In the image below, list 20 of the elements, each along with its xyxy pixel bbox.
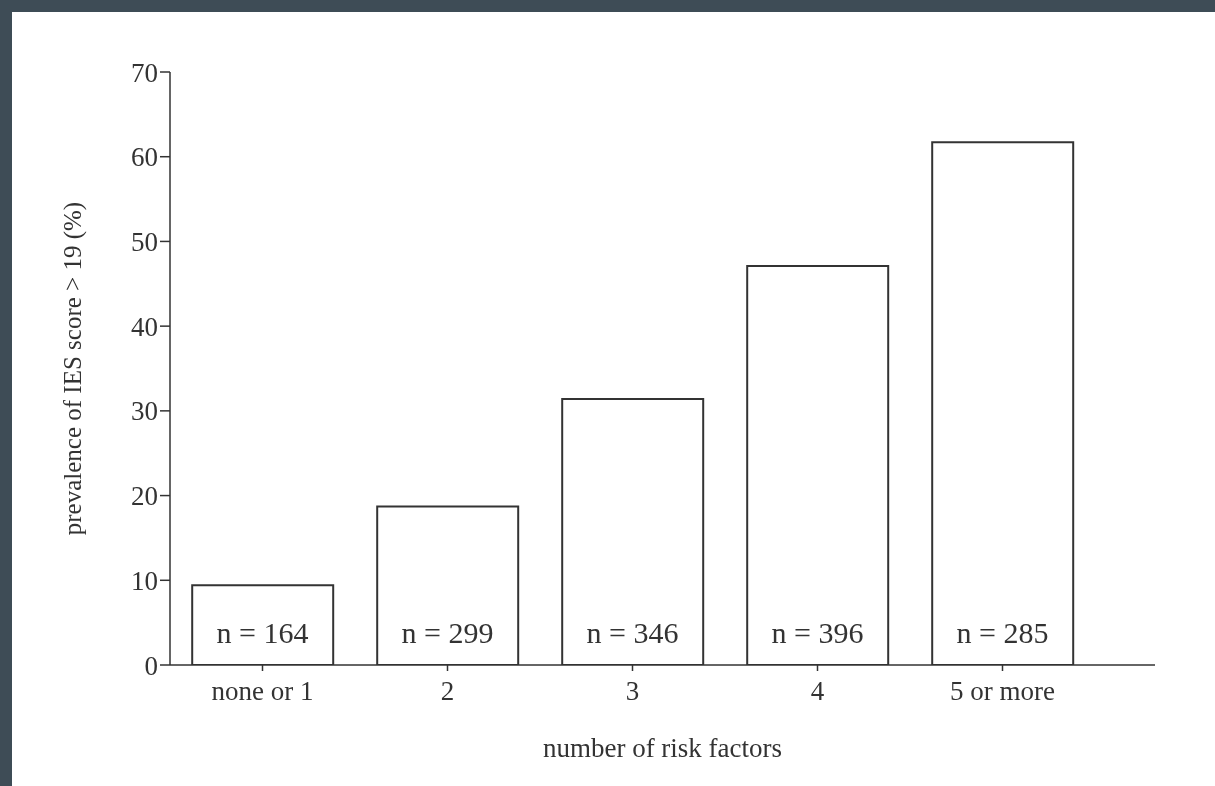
annotation: n = 396 bbox=[771, 616, 864, 649]
x-tick-label: 5 or more bbox=[950, 676, 1055, 707]
annotation: n = 299 bbox=[401, 616, 494, 649]
y-tick-label: 20 bbox=[131, 481, 158, 512]
y-tick-label: 10 bbox=[131, 565, 158, 596]
y-axis-title: prevalence of IES score > 19 (%) bbox=[58, 201, 87, 536]
x-tick-label: 4 bbox=[810, 676, 825, 707]
x-axis-title: number of risk factors bbox=[542, 733, 783, 763]
annotation: n = 285 bbox=[956, 616, 1049, 649]
x-tick-label: 2 bbox=[440, 676, 455, 707]
x-tick-label: 3 bbox=[625, 676, 640, 707]
x-tick-label: none or 1 bbox=[211, 676, 314, 707]
y-tick-label: 40 bbox=[131, 311, 158, 342]
annotation: n = 346 bbox=[586, 616, 679, 649]
y-tick-label: 60 bbox=[131, 142, 158, 173]
y-tick-label: 30 bbox=[131, 396, 158, 427]
y-tick-label: 70 bbox=[131, 57, 158, 88]
y-tick-label: 0 bbox=[144, 650, 158, 681]
y-tick-label: 50 bbox=[131, 227, 158, 258]
annotation: n = 164 bbox=[216, 616, 309, 649]
